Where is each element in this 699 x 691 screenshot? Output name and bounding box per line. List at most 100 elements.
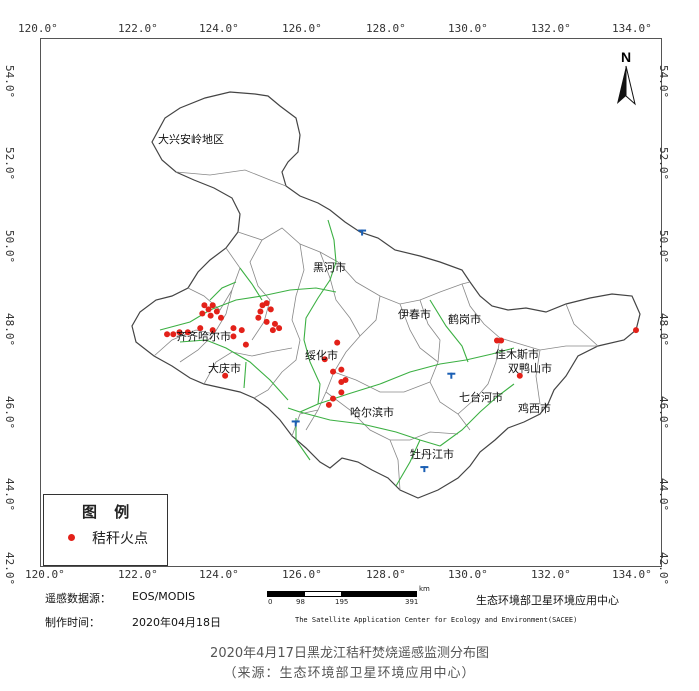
fire-point: [218, 314, 224, 321]
boundary-line: [237, 227, 339, 263]
fire-point-legend-icon: [68, 534, 75, 541]
boundary-line: [419, 299, 471, 431]
fire-point: [271, 320, 278, 327]
fire-point: [242, 341, 249, 348]
fire-point: [257, 308, 264, 315]
place-label: 齐齐哈尔市: [176, 330, 231, 343]
lon-tick-top: 126.0°: [282, 22, 322, 35]
date-value: 2020年04月18日: [132, 616, 221, 629]
source-value: EOS/MODIS: [132, 590, 196, 603]
date-label: 制作时间：: [45, 616, 100, 629]
fire-point: [338, 379, 345, 386]
road-line: [395, 439, 421, 487]
province-outline: [131, 91, 641, 499]
scale-bar: [267, 591, 417, 597]
lon-tick-top: 132.0°: [531, 22, 571, 35]
place-label: 鹤岗市: [448, 313, 481, 326]
fire-point: [267, 306, 274, 313]
fire-point: [338, 366, 345, 373]
airport-icon: [420, 466, 429, 473]
boundary-line: [203, 347, 293, 385]
fire-point: [269, 327, 276, 334]
fire-point: [338, 389, 345, 396]
fire-point: [330, 395, 337, 402]
fire-point: [230, 333, 237, 340]
boundary-line: [333, 371, 431, 393]
airport-icon: [358, 229, 367, 236]
boundary-line: [535, 349, 541, 405]
fire-point: [197, 325, 204, 332]
fire-point: [330, 368, 337, 375]
fire-point: [205, 306, 212, 313]
place-label: 七台河市: [459, 391, 503, 404]
boundary-line: [457, 337, 501, 415]
boundary-line: [337, 261, 471, 305]
lon-tick-top: 122.0°: [118, 22, 158, 35]
fire-point: [170, 331, 177, 338]
road-line: [239, 267, 263, 301]
road-line: [209, 281, 237, 301]
fire-point: [325, 401, 332, 408]
fire-point: [222, 372, 229, 379]
fire-point: [263, 318, 270, 325]
legend: 图 例 秸秆火点: [43, 494, 168, 566]
boundary-line: [565, 303, 599, 347]
scale-tick: 0: [268, 598, 273, 606]
lon-tick-bottom: 128.0°: [366, 568, 406, 581]
fire-point: [493, 337, 500, 344]
lon-tick-bottom: 120.0°: [25, 568, 65, 581]
north-label: N: [621, 49, 631, 65]
boundary-line: [399, 303, 439, 363]
legend-title: 图 例: [82, 503, 136, 521]
agency-cn: 生态环境部卫星环境应用中心: [476, 594, 619, 607]
boundary-line: [305, 295, 381, 431]
road-line: [317, 347, 515, 405]
lon-tick-top: 130.0°: [448, 22, 488, 35]
scale-tick: 391: [405, 598, 419, 606]
place-label: 佳木斯市: [495, 348, 539, 361]
fire-point: [516, 372, 523, 379]
scale-tick: 98: [296, 598, 305, 606]
fire-point: [176, 329, 183, 336]
fire-point: [230, 325, 237, 332]
fire-point: [255, 314, 262, 321]
fire-point: [334, 339, 341, 346]
road-line: [429, 299, 469, 363]
fire-point: [209, 302, 216, 309]
road-line: [243, 361, 247, 389]
fire-point: [201, 302, 208, 309]
boundary-line: [253, 243, 305, 399]
lon-tick-top: 120.0°: [18, 22, 58, 35]
place-label: 双鸭山市: [508, 362, 552, 375]
lon-tick-bottom: 130.0°: [448, 568, 488, 581]
place-label: 大兴安岭地区: [158, 133, 224, 146]
legend-item-label: 秸秆火点: [92, 531, 148, 547]
road-line: [159, 287, 337, 331]
fire-point: [209, 327, 216, 334]
fire-point: [238, 327, 245, 334]
north-arrow-icon: N: [617, 49, 636, 106]
boundary-line: [319, 251, 361, 337]
boundary-line: [461, 283, 598, 351]
lon-tick-bottom: 134.0°: [612, 568, 652, 581]
caption-title: 2020年4月17日黑龙江秸秆焚烧遥感监测分布图: [210, 646, 489, 661]
place-label: 伊春市: [398, 308, 431, 321]
boundary-line: [153, 329, 215, 357]
place-label: 哈尔滨市: [350, 406, 394, 419]
boundary-line: [175, 169, 287, 187]
fire-point: [199, 310, 206, 317]
scale-tick: 195: [335, 598, 349, 606]
fire-point: [321, 356, 328, 363]
road-line: [179, 339, 289, 401]
lon-tick-bottom: 126.0°: [282, 568, 322, 581]
caption-source: （来源：生态环境部卫星环境应用中心）: [223, 666, 476, 681]
agency-en: The Satellite Application Center for Eco…: [295, 616, 578, 624]
fire-point: [164, 331, 171, 338]
scale-unit: km: [419, 585, 430, 593]
lon-tick-top: 134.0°: [612, 22, 652, 35]
road-line: [439, 383, 515, 447]
airport-icon: [291, 420, 300, 427]
boundary-line: [291, 409, 319, 437]
road-line: [287, 219, 337, 413]
